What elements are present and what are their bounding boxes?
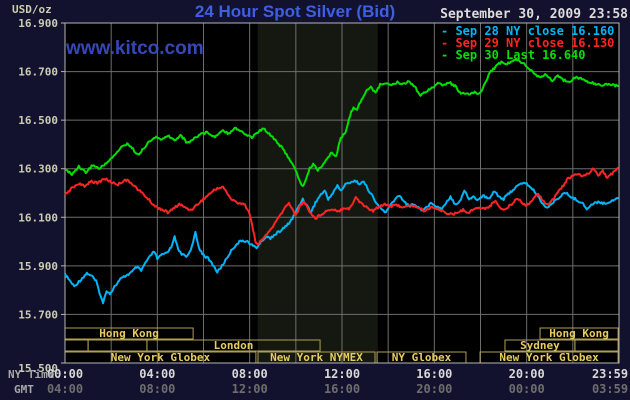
chart-title: 24 Hour Spot Silver (Bid) [194,2,396,21]
x-tick-label-ny: 23:59 [592,367,628,381]
session-box [146,339,321,352]
x-tick-label-ny: 08:00 [232,367,268,381]
x-tick-label-ny: 16:00 [416,367,452,381]
x-tick-label-ny: 00:00 [47,367,83,381]
x-tick-label-ny: 20:00 [509,367,545,381]
series-line-2 [64,58,619,187]
x-tick-label-gmt: 08:00 [139,382,175,396]
units-label: USD/oz [12,3,52,16]
gmt-axis-caption: GMT [14,383,34,396]
session-label: New York Globex [111,351,211,364]
session-label: Hong Kong [549,327,609,340]
legend: - Sep 28 NY close 16.160- Sep 29 NY clos… [441,25,614,61]
nymex-session-band [257,23,378,363]
session-label: Sydney [520,339,560,352]
y-tick-label: 16.700 [18,66,58,79]
x-tick-label-gmt: 12:00 [232,382,268,396]
x-tick-label-gmt: 04:00 [47,382,83,396]
series-line-1 [64,166,620,246]
x-tick-label-gmt: 16:00 [324,382,360,396]
y-tick-label: 16.900 [18,17,58,30]
legend-item: - Sep 30 Last 16.640 [441,48,586,62]
legend-item: - Sep 28 NY close 16.160 [441,24,615,38]
legend-item: - Sep 29 NY close 16.130 [441,36,615,50]
y-tick-label: 15.700 [18,308,58,321]
timestamp-label: September 30, 2009 23:58 [440,7,628,22]
session-label: NY Globex [392,351,452,364]
y-tick-label: 15.900 [18,260,58,273]
x-tick-label-ny: 04:00 [139,367,175,381]
y-tick-label: 15.500 [18,362,58,375]
x-tick-label-ny: 12:00 [324,367,360,381]
kitco-watermark: www.kitco.com [66,38,204,59]
y-tick-label: 16.500 [18,114,58,127]
y-tick-label: 16.100 [18,211,58,224]
session-box [574,339,619,352]
x-tick-label-gmt: 00:00 [509,382,545,396]
session-label: New York NYMEX [270,351,363,364]
x-tick-label-gmt: 03:59 [592,382,628,396]
y-tick-label: 16.300 [18,163,58,176]
session-label: Hong Kong [99,327,159,340]
session-label: New York Globex [499,351,599,364]
session-box [539,327,619,340]
session-label: London [214,339,254,352]
series-line-0 [64,179,619,305]
x-tick-label-gmt: 20:00 [416,382,452,396]
ny-time-axis-caption: NY Time [8,368,55,381]
